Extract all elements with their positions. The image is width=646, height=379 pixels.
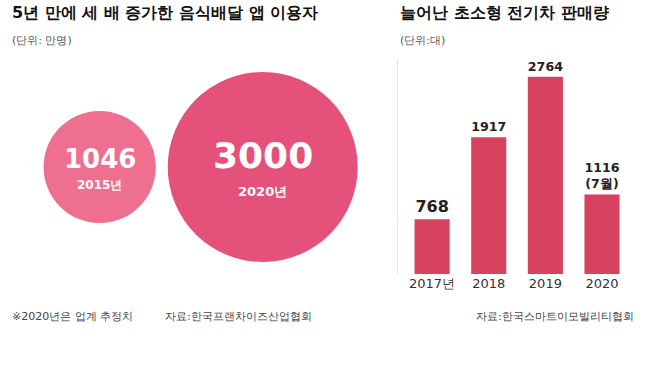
svg-text:2017년: 2017년 [409,276,455,291]
svg-text:3000: 3000 [213,135,313,176]
svg-text:1116(7월): 1116(7월) [584,160,619,191]
svg-text:1917: 1917 [471,119,506,134]
svg-text:자료:한국스마트이모빌리티협회: 자료:한국스마트이모빌리티협회 [476,310,634,323]
svg-text:2015년: 2015년 [77,178,122,192]
svg-text:자료:한국프랜차이즈산업협회: 자료:한국프랜차이즈산업협회 [165,310,312,323]
svg-text:2020년: 2020년 [238,184,287,199]
svg-text:※2020년은 업계 추정치: ※2020년은 업계 추정치 [12,310,133,323]
svg-text:2020: 2020 [585,276,618,291]
svg-text:1046: 1046 [64,144,136,174]
svg-text:(단위:대): (단위:대) [400,34,445,47]
svg-text:2019: 2019 [529,276,562,291]
svg-text:768: 768 [415,197,448,216]
svg-text:(단위: 만명): (단위: 만명) [12,34,72,47]
svg-text:2018: 2018 [472,276,505,291]
svg-text:5년 만에 세 배 증가한 음식배달 앱 이용자: 5년 만에 세 배 증가한 음식배달 앱 이용자 [12,3,318,22]
svg-text:늘어난 초소형 전기차 판매량: 늘어난 초소형 전기차 판매량 [400,3,609,22]
svg-text:2764: 2764 [528,59,563,74]
